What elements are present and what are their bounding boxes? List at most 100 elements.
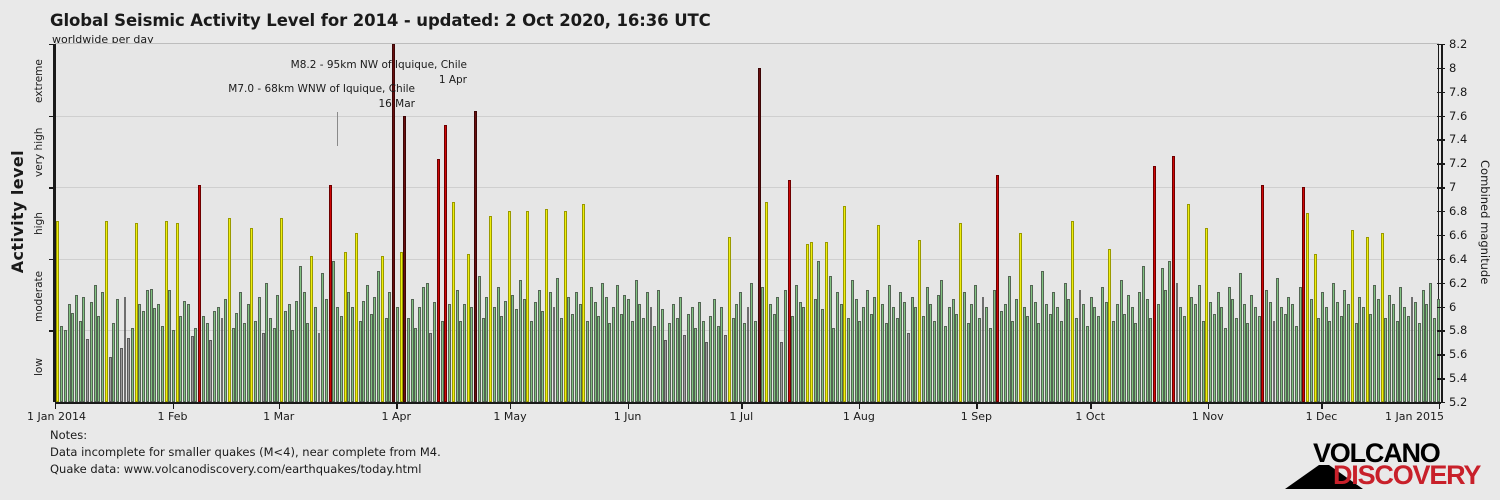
bar xyxy=(1365,237,1369,402)
bar xyxy=(780,342,784,402)
bar xyxy=(660,308,664,402)
bar xyxy=(1417,323,1421,402)
y-axis-right-label: 6.8 xyxy=(1449,204,1468,219)
notes-heading: Notes: xyxy=(50,428,88,442)
bar xyxy=(839,304,843,402)
bar xyxy=(1082,304,1086,402)
bar xyxy=(656,289,660,402)
bar xyxy=(448,304,452,402)
volcanodiscovery-logo[interactable]: VOLCANO DISCOVERY xyxy=(1285,438,1481,490)
x-axis-tick xyxy=(1207,402,1210,409)
bar xyxy=(850,280,854,402)
bar xyxy=(250,227,254,402)
page-title: Global Seismic Activity Level for 2014 -… xyxy=(50,11,711,30)
bar xyxy=(925,287,929,402)
y-axis-right-label: 7 xyxy=(1449,180,1457,195)
bar xyxy=(362,300,366,402)
bar xyxy=(239,292,243,402)
bar xyxy=(1216,292,1220,402)
x-axis-tick xyxy=(858,402,861,409)
y-axis-right-label: 7.4 xyxy=(1449,132,1468,147)
bar xyxy=(1291,304,1295,402)
bar xyxy=(854,299,858,402)
bar xyxy=(407,318,410,402)
activity-level-label: low xyxy=(33,358,45,377)
x-axis-label: 1 Nov xyxy=(1191,410,1224,423)
bar xyxy=(459,320,463,402)
bar xyxy=(280,218,284,402)
bar xyxy=(384,318,388,402)
bar xyxy=(1048,313,1052,402)
logo-word-volcano: VOLCANO xyxy=(1313,438,1441,468)
bar xyxy=(1432,318,1436,402)
bar xyxy=(123,297,127,402)
bar xyxy=(485,297,489,402)
bar xyxy=(630,320,634,402)
bar xyxy=(328,184,332,402)
bar xyxy=(366,285,369,402)
bar xyxy=(1328,320,1332,402)
x-axis-label: 1 Oct xyxy=(1075,410,1105,423)
plot-top-border xyxy=(55,43,1439,44)
bar xyxy=(242,323,246,402)
bar xyxy=(496,287,500,402)
bar xyxy=(578,304,582,402)
bar xyxy=(664,339,668,402)
bar xyxy=(295,300,299,402)
bar xyxy=(1074,318,1078,402)
bar xyxy=(104,220,108,402)
bar xyxy=(1011,320,1015,402)
bar xyxy=(1209,301,1213,402)
bar xyxy=(1186,203,1190,402)
bar xyxy=(690,306,694,402)
bar xyxy=(597,316,601,402)
bar xyxy=(231,328,235,402)
bar xyxy=(71,312,75,402)
x-axis-tick xyxy=(510,402,512,409)
bar xyxy=(589,287,593,402)
bar xyxy=(1250,294,1254,402)
bar xyxy=(843,206,847,402)
bar xyxy=(582,203,586,402)
bar xyxy=(537,289,541,402)
bar xyxy=(1399,287,1403,402)
bar xyxy=(1335,301,1339,402)
y-axis-left-tick xyxy=(49,330,56,332)
bar xyxy=(1320,292,1324,402)
y-axis-right-label: 8.2 xyxy=(1449,37,1468,51)
y-axis-right-tick xyxy=(1437,402,1445,404)
bar xyxy=(862,306,866,402)
bar xyxy=(1153,165,1157,402)
bar xyxy=(806,244,810,402)
bar xyxy=(1164,289,1168,402)
bar xyxy=(712,299,716,402)
bar xyxy=(466,254,470,402)
bar xyxy=(414,328,418,402)
bar xyxy=(1145,299,1149,402)
bar xyxy=(671,304,675,402)
bar xyxy=(869,313,873,402)
bar xyxy=(160,325,164,402)
bar xyxy=(168,289,172,402)
notes-block: Notes: Data incomplete for smaller quake… xyxy=(50,427,441,478)
bar xyxy=(530,320,534,402)
bar xyxy=(86,338,90,402)
bar xyxy=(847,318,851,402)
bar xyxy=(795,285,798,402)
bar xyxy=(257,297,261,402)
bar xyxy=(1052,292,1056,402)
annotation-date: 1 Apr xyxy=(438,74,467,86)
bar xyxy=(336,306,340,402)
bar xyxy=(1403,306,1407,402)
bar xyxy=(880,304,884,402)
bar xyxy=(731,318,735,402)
bar xyxy=(776,297,780,402)
x-axis-label: 1 Sep xyxy=(960,410,993,423)
bar xyxy=(1272,320,1276,402)
y-axis-right-label: 8 xyxy=(1449,60,1457,75)
bar xyxy=(567,297,571,402)
bar xyxy=(1175,282,1179,402)
bar xyxy=(1123,313,1127,402)
plot-area xyxy=(55,44,1440,402)
bar xyxy=(1313,254,1317,402)
